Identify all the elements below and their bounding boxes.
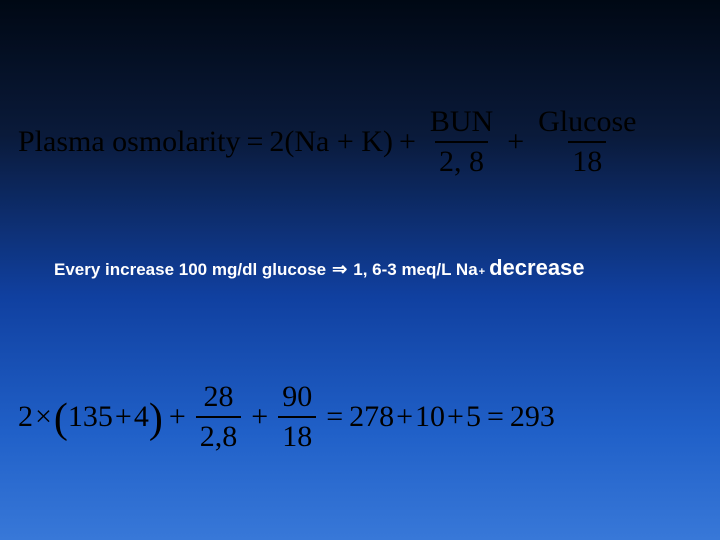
den-2-8: 2,8 <box>196 416 242 454</box>
equals-sign: = <box>487 400 504 434</box>
value-278: 278 <box>349 400 394 434</box>
value-2: 2 <box>18 400 33 434</box>
implies-arrow-icon: ⇒ <box>332 259 347 280</box>
plus-sign: + <box>169 400 186 434</box>
term-2nak: 2(Na + K) <box>269 125 393 159</box>
plus-sign: + <box>399 125 416 159</box>
fraction-28: 28 2,8 <box>196 380 242 454</box>
plus-sign: + <box>115 400 132 434</box>
den-18: 18 <box>278 416 316 454</box>
equals-sign: = <box>246 125 263 159</box>
right-paren: ) <box>149 395 163 443</box>
fraction-bun: BUN 2, 8 <box>426 105 497 179</box>
plus-sign: + <box>251 400 268 434</box>
value-4: 4 <box>134 400 149 434</box>
value-10: 10 <box>415 400 445 434</box>
equals-sign: = <box>326 400 343 434</box>
bun-denominator: 2, 8 <box>435 141 488 179</box>
decrease-word: decrease <box>489 255 584 281</box>
result-293: 293 <box>510 400 555 434</box>
plus-sign: + <box>507 125 524 159</box>
bun-numerator: BUN <box>426 105 497 141</box>
plus-sign: + <box>396 400 413 434</box>
num-28: 28 <box>200 380 238 416</box>
fraction-90: 90 18 <box>278 380 316 454</box>
lhs-label: Plasma osmolarity <box>18 125 240 159</box>
value-135: 135 <box>68 400 113 434</box>
note-post-text: 1, 6-3 meq/L Na <box>353 260 477 280</box>
glucose-sodium-note: Every increase 100 mg/dl glucose ⇒ 1, 6-… <box>54 255 585 281</box>
plus-sign: + <box>447 400 464 434</box>
left-paren: ( <box>54 395 68 443</box>
value-5: 5 <box>466 400 481 434</box>
na-plus-superscript: + <box>479 266 485 278</box>
plasma-osmolarity-formula: Plasma osmolarity = 2(Na + K) + BUN 2, 8… <box>18 105 644 179</box>
note-pre-text: Every increase 100 mg/dl glucose <box>54 260 326 280</box>
calculation-formula: 2 × ( 135 + 4 ) + 28 2,8 + 90 18 = 278 +… <box>18 380 555 454</box>
fraction-glucose: Glucose 18 <box>534 105 640 179</box>
glucose-denominator: 18 <box>568 141 606 179</box>
times-sign-icon: × <box>35 400 52 434</box>
num-90: 90 <box>278 380 316 416</box>
glucose-numerator: Glucose <box>534 105 640 141</box>
